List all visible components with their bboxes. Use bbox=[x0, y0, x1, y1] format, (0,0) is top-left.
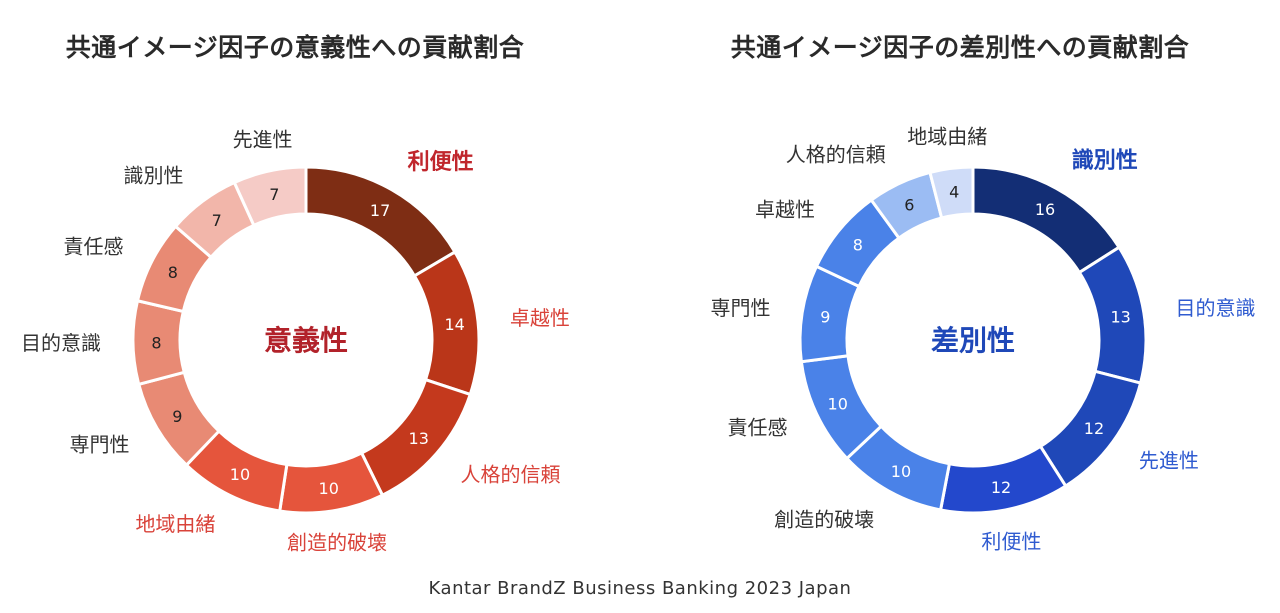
segment-value-label: 6 bbox=[904, 196, 914, 215]
segment-value-label: 4 bbox=[949, 183, 959, 202]
segment-value-label: 16 bbox=[1035, 200, 1055, 219]
donut-chart-meaningfulness: 17 利便性 14 卓越性 13 人格的信頼 10 創造的破壊 10 地域由緒 9 専門性 8 目的意識 8… bbox=[21, 128, 570, 555]
segment-category-label: 創造的破壊 bbox=[287, 531, 387, 555]
center-label: 意義性 bbox=[264, 324, 348, 357]
chart-title: 共通イメージ因子の意義性への貢献割合 bbox=[65, 33, 525, 62]
segment-category-label: 専門性 bbox=[70, 432, 130, 456]
segment-category-label: 先進性 bbox=[1139, 448, 1199, 472]
segment-value-label: 9 bbox=[172, 407, 182, 426]
donut-segment bbox=[928, 165, 975, 220]
segment-value-label: 10 bbox=[230, 465, 250, 484]
segment-category-label: 人格的信頼 bbox=[461, 463, 561, 487]
segment-category-label: 利便性 bbox=[408, 150, 474, 175]
donut-segment bbox=[971, 165, 1122, 275]
segment-category-label: 目的意識 bbox=[1175, 296, 1255, 320]
segment-category-label: 卓越性 bbox=[510, 306, 570, 330]
segment-value-label: 8 bbox=[151, 333, 161, 352]
segment-category-label: 先進性 bbox=[233, 128, 293, 152]
segment-value-label: 7 bbox=[269, 185, 279, 204]
segment-value-label: 12 bbox=[991, 478, 1011, 497]
segment-value-label: 10 bbox=[319, 479, 339, 498]
segment-value-label: 10 bbox=[891, 462, 911, 481]
segment-value-label: 13 bbox=[409, 429, 429, 448]
segment-value-label: 7 bbox=[212, 211, 222, 230]
chart-title: 共通イメージ因子の差別性への貢献割合 bbox=[730, 33, 1190, 62]
segment-category-label: 人格的信頼 bbox=[786, 143, 886, 167]
source-footer: Kantar BrandZ Business Banking 2023 Japa… bbox=[428, 578, 852, 599]
donut-chart-differentiation: 16 識別性 13 目的意識 12 先進性 12 利便性 10 創造的破壊 10 責任感 9 専門性 8 卓越… bbox=[711, 125, 1256, 554]
segment-category-label: 責任感 bbox=[728, 415, 788, 439]
segment-category-label: 地域由緒 bbox=[135, 512, 215, 536]
segment-value-label: 9 bbox=[820, 308, 830, 327]
meaningfulness-chart-panel: 共通イメージ因子の意義性への貢献割合 17 利便性 14 卓越性 13 人格的信頼 10 創造… bbox=[21, 33, 570, 555]
donut-segment bbox=[232, 165, 308, 228]
segment-category-label: 責任感 bbox=[63, 235, 123, 259]
segment-category-label: 目的意識 bbox=[21, 331, 101, 355]
segment-category-label: 識別性 bbox=[123, 164, 183, 188]
segment-value-label: 8 bbox=[853, 236, 863, 255]
segment-value-label: 8 bbox=[168, 263, 178, 282]
segment-value-label: 17 bbox=[370, 201, 390, 220]
segment-value-label: 13 bbox=[1110, 308, 1130, 327]
differentiation-chart-panel: 共通イメージ因子の差別性への貢献割合 16 識別性 13 目的意識 12 先進性 12 利便性… bbox=[640, 0, 1280, 613]
segment-value-label: 12 bbox=[1084, 419, 1104, 438]
segment-category-label: 卓越性 bbox=[755, 197, 815, 221]
segment-category-label: 識別性 bbox=[1072, 147, 1138, 173]
segment-category-label: 利便性 bbox=[981, 529, 1041, 553]
segment-value-label: 14 bbox=[444, 315, 464, 334]
center-label: 差別性 bbox=[931, 324, 1015, 357]
segment-category-label: 地域由緒 bbox=[907, 125, 987, 149]
segment-value-label: 10 bbox=[828, 395, 848, 414]
segment-category-label: 専門性 bbox=[711, 296, 771, 320]
segment-category-label: 創造的破壊 bbox=[774, 508, 874, 532]
donut-segment bbox=[304, 165, 457, 278]
